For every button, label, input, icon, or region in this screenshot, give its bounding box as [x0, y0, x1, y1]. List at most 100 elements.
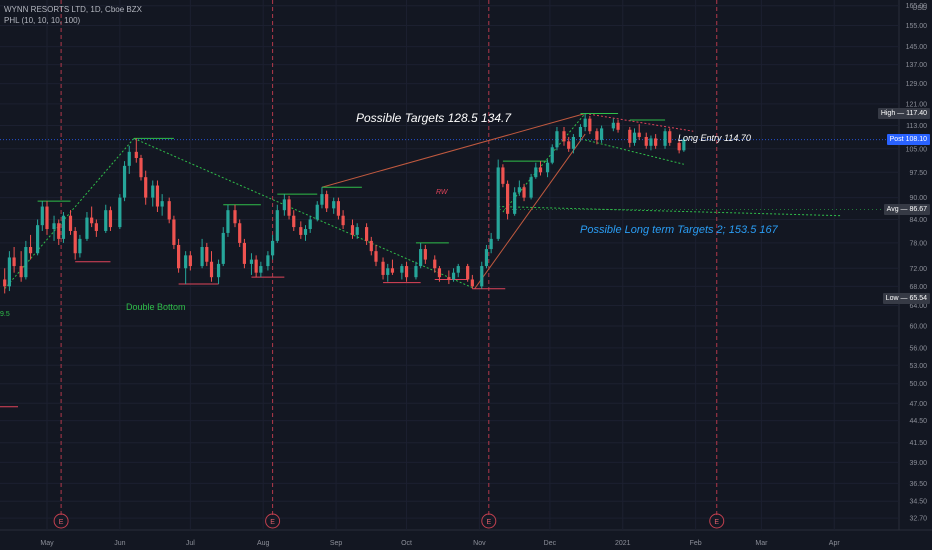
candle — [78, 234, 82, 258]
candle — [355, 223, 359, 239]
candle-body — [423, 249, 427, 260]
y-tick-label: 97.50 — [909, 170, 927, 177]
y-tick-label: 90.00 — [909, 195, 927, 202]
candle-body — [336, 201, 340, 216]
candle-body — [456, 266, 460, 273]
candle-body — [538, 167, 543, 173]
candle — [456, 263, 460, 278]
candle — [209, 251, 214, 282]
candle-body — [184, 255, 188, 269]
y-tick-label: 72.00 — [909, 266, 927, 273]
candle — [649, 135, 653, 151]
candle-body — [496, 167, 500, 239]
y-tick-label: 64.00 — [909, 303, 927, 310]
y-tick-label: 105.00 — [906, 146, 928, 153]
candle-body — [78, 238, 82, 254]
earnings-marker-label: E — [714, 519, 719, 526]
candle-body — [320, 194, 324, 205]
candle — [216, 259, 221, 285]
candle-body — [271, 240, 275, 256]
candle-body — [308, 219, 312, 230]
candle — [470, 274, 474, 289]
candle-body — [567, 141, 571, 149]
candle — [266, 251, 270, 271]
candle-body — [188, 255, 192, 267]
y-tick-label: 39.00 — [909, 460, 927, 467]
candle — [24, 240, 28, 280]
earnings-marker — [481, 513, 497, 529]
candle — [374, 244, 378, 267]
candle-body — [167, 201, 171, 220]
long-entry-label: Long Entry 114.70 — [678, 133, 751, 143]
candle-body — [52, 223, 56, 230]
earnings-marker-label: E — [486, 519, 491, 526]
candle — [127, 145, 131, 174]
candle-body — [221, 232, 225, 264]
y-tick-label: 78.00 — [909, 240, 927, 247]
candle-body — [242, 242, 246, 264]
y-tick-label: 47.00 — [909, 401, 927, 408]
y-tick-label: 34.50 — [909, 499, 927, 506]
candle — [611, 118, 615, 132]
candle-body — [506, 183, 510, 214]
candle-body — [555, 131, 559, 148]
x-tick-label: Apr — [829, 540, 841, 547]
candle-body — [7, 257, 11, 287]
candle-body — [24, 247, 28, 278]
long-target-line — [498, 206, 842, 217]
candle — [12, 247, 16, 273]
candle-body — [73, 230, 77, 254]
candle — [19, 251, 23, 282]
candle — [144, 170, 148, 205]
candle-body — [470, 279, 474, 287]
candle-body — [3, 279, 7, 287]
candle-body — [649, 138, 653, 146]
candle-body — [172, 219, 176, 245]
y-tick-label: 165.00 — [906, 3, 928, 10]
candle-body — [216, 263, 221, 278]
candle — [628, 126, 632, 148]
long-term-targets-label: Possible Long term Targets 2; 153.5 167 — [580, 224, 779, 236]
candle — [480, 261, 484, 289]
candle — [188, 251, 192, 271]
x-tick-label: Feb — [690, 540, 702, 547]
candle-body — [480, 266, 484, 287]
price-tag-avg: Avg — 86.67 — [883, 204, 930, 216]
candle — [381, 257, 385, 280]
candle-body — [209, 261, 214, 278]
candle — [632, 128, 637, 146]
candle — [122, 161, 127, 202]
y-tick-label: 32.70 — [909, 516, 927, 523]
candle-body — [583, 118, 587, 127]
candle-body — [205, 247, 209, 262]
candle — [400, 263, 404, 280]
candle-body — [303, 229, 308, 235]
candle — [341, 210, 345, 230]
candle — [654, 134, 658, 149]
candle-body — [513, 192, 517, 214]
x-tick-label: Jun — [114, 540, 125, 547]
candle — [513, 187, 517, 216]
channel-lower-line — [474, 133, 586, 289]
price-tag-post: Post 108.10 — [886, 134, 930, 146]
candle — [336, 197, 340, 220]
candle — [36, 219, 40, 256]
candle — [506, 180, 510, 220]
candle — [466, 263, 470, 282]
candle — [52, 215, 56, 241]
earnings-marker — [265, 513, 281, 529]
candle — [238, 219, 242, 248]
candle — [501, 164, 505, 188]
candle-body — [118, 197, 122, 228]
candle — [682, 136, 686, 152]
earnings-marker-label: E — [59, 519, 64, 526]
candle — [350, 219, 355, 239]
candle — [600, 125, 604, 143]
candle — [571, 134, 575, 154]
candle-body — [108, 210, 113, 228]
candle — [534, 162, 538, 179]
earnings-marker-label: E — [270, 519, 275, 526]
candle-body — [550, 147, 554, 163]
candle-body — [160, 201, 164, 207]
